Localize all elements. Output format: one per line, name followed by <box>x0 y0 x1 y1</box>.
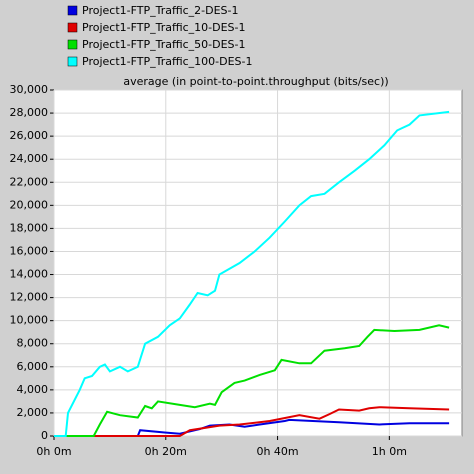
y-tick-label: 0 <box>41 429 48 442</box>
chart-title: average (in point-to-point.throughput (b… <box>123 75 388 88</box>
y-tick-label: 14,000 <box>10 268 49 281</box>
y-tick-label: 2,000 <box>17 406 49 419</box>
x-tick-label: 0h 20m <box>145 445 187 458</box>
y-tick-label: 8,000 <box>17 337 49 350</box>
y-tick-label: 26,000 <box>10 129 49 142</box>
legend-swatch <box>67 5 78 16</box>
legend-label: Project1-FTP_Traffic_10-DES-1 <box>82 21 245 34</box>
y-tick-label: 4,000 <box>17 383 49 396</box>
y-tick-label: 18,000 <box>10 221 49 234</box>
x-tick-label: 1h 0m <box>372 445 407 458</box>
y-tick-label: 16,000 <box>10 244 49 257</box>
y-tick-label: 20,000 <box>10 198 49 211</box>
legend-swatch <box>67 22 78 33</box>
plot-area <box>53 89 463 437</box>
y-tick-label: 6,000 <box>17 360 49 373</box>
y-tick-label: 30,000 <box>10 83 49 96</box>
x-tick-label: 0h 40m <box>256 445 298 458</box>
y-tick-label: 10,000 <box>10 314 49 327</box>
series-line <box>54 110 450 437</box>
legend-label: Project1-FTP_Traffic_100-DES-1 <box>82 55 252 68</box>
y-tick-label: 24,000 <box>10 152 49 165</box>
series-line <box>54 418 450 437</box>
legend-swatch <box>67 39 78 50</box>
y-tick-label: 28,000 <box>10 106 49 119</box>
y-tick-label: 22,000 <box>10 175 49 188</box>
legend-label: Project1-FTP_Traffic_2-DES-1 <box>82 4 238 17</box>
x-tick-label: 0h 0m <box>36 445 71 458</box>
series-line <box>54 406 450 437</box>
series-line <box>54 324 450 437</box>
y-tick-label: 12,000 <box>10 291 49 304</box>
legend-swatch <box>67 56 78 67</box>
legend-label: Project1-FTP_Traffic_50-DES-1 <box>82 38 245 51</box>
